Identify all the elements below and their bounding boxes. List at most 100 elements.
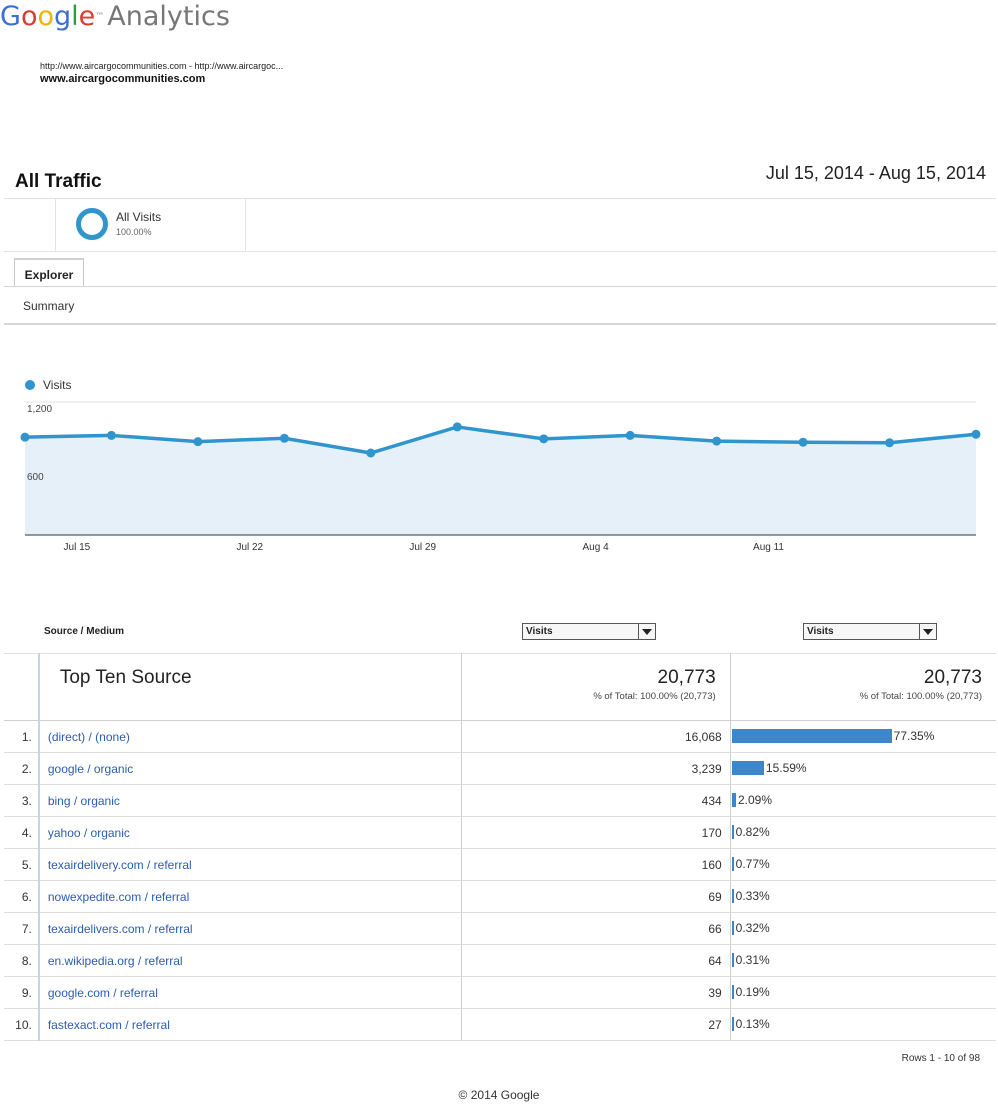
row-source-link[interactable]: google.com / referral	[47, 985, 158, 1000]
metric-select-1[interactable]: Visits	[522, 623, 656, 640]
row-index-cell: 6.	[4, 880, 40, 913]
table-row: 1. (direct) / (none) 16,068 77.35%	[4, 720, 996, 753]
row-bar-cell: 0.13%	[731, 1009, 996, 1040]
totals-pct-cell: 20,773 % of Total: 100.00% (20,773)	[730, 653, 996, 721]
row-index: 1.	[21, 729, 32, 744]
row-percentage: 15.59%	[765, 761, 807, 775]
row-source-link[interactable]: en.wikipedia.org / referral	[47, 953, 183, 968]
visits-chart: Visits 1,200 600 Jul 15 Jul 22 Jul 29 Aug 4 A…	[20, 378, 981, 553]
table-row: 3. bing / organic 434 2.09%	[4, 784, 996, 817]
row-source-link[interactable]: nowexpedite.com / referral	[47, 889, 190, 904]
row-bar-cell: 2.09%	[731, 785, 996, 816]
row-bar-cell: 0.77%	[731, 849, 996, 880]
totals-row: Top Ten Source 20,773 % of Total: 100.00…	[4, 653, 996, 721]
total-visits-1-sub: % of Total: 100.00% (20,773)	[593, 691, 716, 702]
logo-analytics: Analytics	[107, 1, 230, 32]
chart-point[interactable]	[193, 437, 203, 447]
metric-select-2-value: Visits	[807, 626, 834, 637]
row-visits: 66	[708, 921, 722, 936]
legend-dot-icon	[25, 380, 35, 390]
rows-info: Rows 1 - 10 of 98	[901, 1053, 980, 1064]
row-visits-cell: 27	[461, 1008, 731, 1041]
row-bar-cell: 77.35%	[731, 721, 996, 752]
row-index-cell: 3.	[4, 784, 40, 817]
logo-tm: ™	[95, 12, 105, 22]
totals-idx	[4, 653, 40, 721]
dropdown-arrow-icon[interactable]	[919, 624, 936, 639]
tab-divider	[4, 286, 996, 287]
total-visits-2-sub: % of Total: 100.00% (20,773)	[859, 691, 982, 702]
x-tick-label: Jul 29	[409, 542, 436, 553]
dropdown-arrow-icon[interactable]	[638, 624, 655, 639]
chart-point[interactable]	[625, 430, 635, 440]
row-index-cell: 7.	[4, 912, 40, 945]
row-visits-cell: 160	[461, 848, 731, 881]
row-source-link[interactable]: fastexact.com / referral	[47, 1017, 170, 1032]
row-source-link[interactable]: yahoo / organic	[47, 825, 130, 840]
date-range[interactable]: Jul 15, 2014 - Aug 15, 2014	[765, 163, 986, 183]
chart-point[interactable]	[20, 432, 30, 442]
table-row: 9. google.com / referral 39 0.19%	[4, 976, 996, 1009]
row-index-cell: 4.	[4, 816, 40, 849]
row-pct-cell: 0.77%	[730, 848, 996, 881]
table-row: 2. google / organic 3,239 15.59%	[4, 752, 996, 785]
row-bar-cell: 15.59%	[731, 753, 996, 784]
row-percentage-bar	[731, 921, 734, 935]
row-index-cell: 5.	[4, 848, 40, 881]
row-source-cell: (direct) / (none)	[38, 720, 463, 753]
row-visits: 16,068	[684, 729, 722, 744]
row-percentage-bar	[731, 761, 764, 775]
row-percentage-bar	[731, 729, 892, 743]
chart-point[interactable]	[798, 437, 808, 447]
row-visits: 69	[708, 889, 722, 904]
tab-summary[interactable]: Summary	[23, 299, 75, 313]
total-visits-1: 20,773	[657, 667, 716, 688]
row-percentage-bar	[731, 953, 734, 967]
row-index-cell: 2.	[4, 752, 40, 785]
row-source-link[interactable]: texairdelivers.com / referral	[47, 921, 193, 936]
metric-select-2[interactable]: Visits	[803, 623, 937, 640]
chart-point[interactable]	[971, 429, 981, 439]
chart-point[interactable]	[539, 434, 549, 444]
row-pct-cell: 0.13%	[730, 1008, 996, 1041]
tab-explorer[interactable]: Explorer	[14, 258, 84, 286]
row-percentage-bar	[731, 985, 734, 999]
table-header: Source / Medium Visits Visits	[4, 612, 996, 652]
row-index: 10.	[15, 1017, 32, 1032]
chart-point[interactable]	[452, 422, 462, 432]
row-percentage: 0.82%	[735, 825, 770, 839]
chart-point[interactable]	[279, 433, 289, 443]
row-percentage: 0.32%	[735, 921, 770, 935]
chart-point[interactable]	[885, 438, 895, 448]
row-index: 2.	[21, 761, 32, 776]
row-index-cell: 8.	[4, 944, 40, 977]
totals-visits-cell: 20,773 % of Total: 100.00% (20,773)	[461, 653, 731, 721]
row-visits-cell: 434	[461, 784, 731, 817]
row-source-cell: google / organic	[38, 752, 463, 785]
row-index: 3.	[21, 793, 32, 808]
row-source-cell: nowexpedite.com / referral	[38, 880, 463, 913]
segment-bar: All Visits 100.00%	[4, 198, 996, 252]
row-source-cell: texairdelivers.com / referral	[38, 912, 463, 945]
chart-point[interactable]	[712, 436, 722, 446]
row-source-link[interactable]: (direct) / (none)	[47, 729, 130, 744]
row-visits: 27	[708, 1017, 722, 1032]
segment-all-visits[interactable]: All Visits 100.00%	[55, 199, 246, 251]
row-pct-cell: 0.33%	[730, 880, 996, 913]
footer-copyright: © 2014 Google	[458, 1088, 540, 1102]
row-source-cell: fastexact.com / referral	[38, 1008, 463, 1041]
row-index: 4.	[21, 825, 32, 840]
source-table: Top Ten Source 20,773 % of Total: 100.00…	[4, 653, 996, 1041]
row-source-cell: bing / organic	[38, 784, 463, 817]
page-title: All Traffic	[15, 171, 102, 192]
total-visits-2: 20,773	[923, 667, 982, 688]
row-source-cell: google.com / referral	[38, 976, 463, 1009]
chart-point[interactable]	[106, 430, 116, 440]
row-index-cell: 10.	[4, 1008, 40, 1041]
row-source-link[interactable]: bing / organic	[47, 793, 120, 808]
row-percentage: 0.33%	[735, 889, 770, 903]
row-source-link[interactable]: texairdelivery.com / referral	[47, 857, 192, 872]
row-source-link[interactable]: google / organic	[47, 761, 134, 776]
chart-point[interactable]	[366, 448, 376, 458]
row-percentage-bar	[731, 1017, 734, 1031]
